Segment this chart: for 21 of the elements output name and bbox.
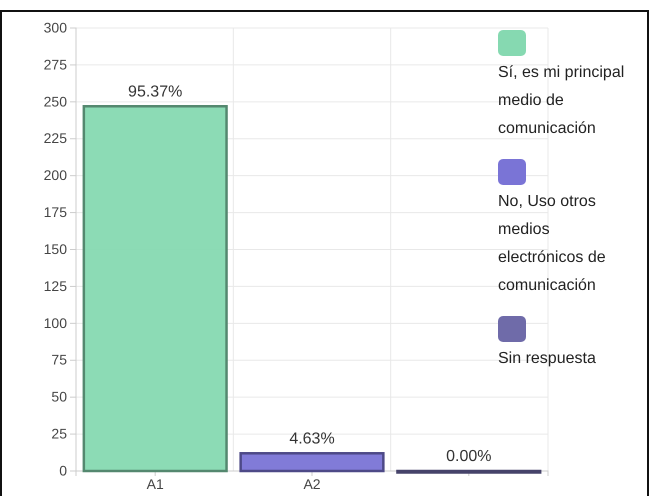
annotation: 4.63%	[289, 430, 335, 448]
y-tick-label: 25	[51, 426, 68, 442]
annotation: 95.37%	[128, 83, 182, 100]
y-tick-label: 250	[44, 93, 68, 110]
y-tick-label: 100	[44, 314, 68, 331]
x-tick-label: A2	[303, 476, 321, 492]
x-tick-label: A1	[146, 476, 164, 492]
annotation: 0.00%	[446, 448, 492, 465]
y-tick-label: 0	[59, 462, 68, 478]
y-tick-label: 200	[44, 167, 68, 184]
legend-label: No, Uso otros medios electrónicos de comunicación	[498, 193, 606, 294]
y-tick-label: 150	[44, 240, 68, 257]
y-tick-label: 75	[51, 352, 68, 368]
y-tick-label: 125	[44, 278, 68, 294]
legend-label: Sin respuesta	[498, 350, 596, 367]
y-tick-label: 175	[44, 204, 68, 220]
y-tick-label: 275	[44, 56, 68, 72]
y-tick-label: 300	[44, 19, 68, 36]
y-tick-label: 225	[44, 130, 68, 146]
y-tick-label: 50	[51, 388, 68, 405]
legend-label: Sí, es mi principal medio de comunicación	[498, 64, 624, 137]
